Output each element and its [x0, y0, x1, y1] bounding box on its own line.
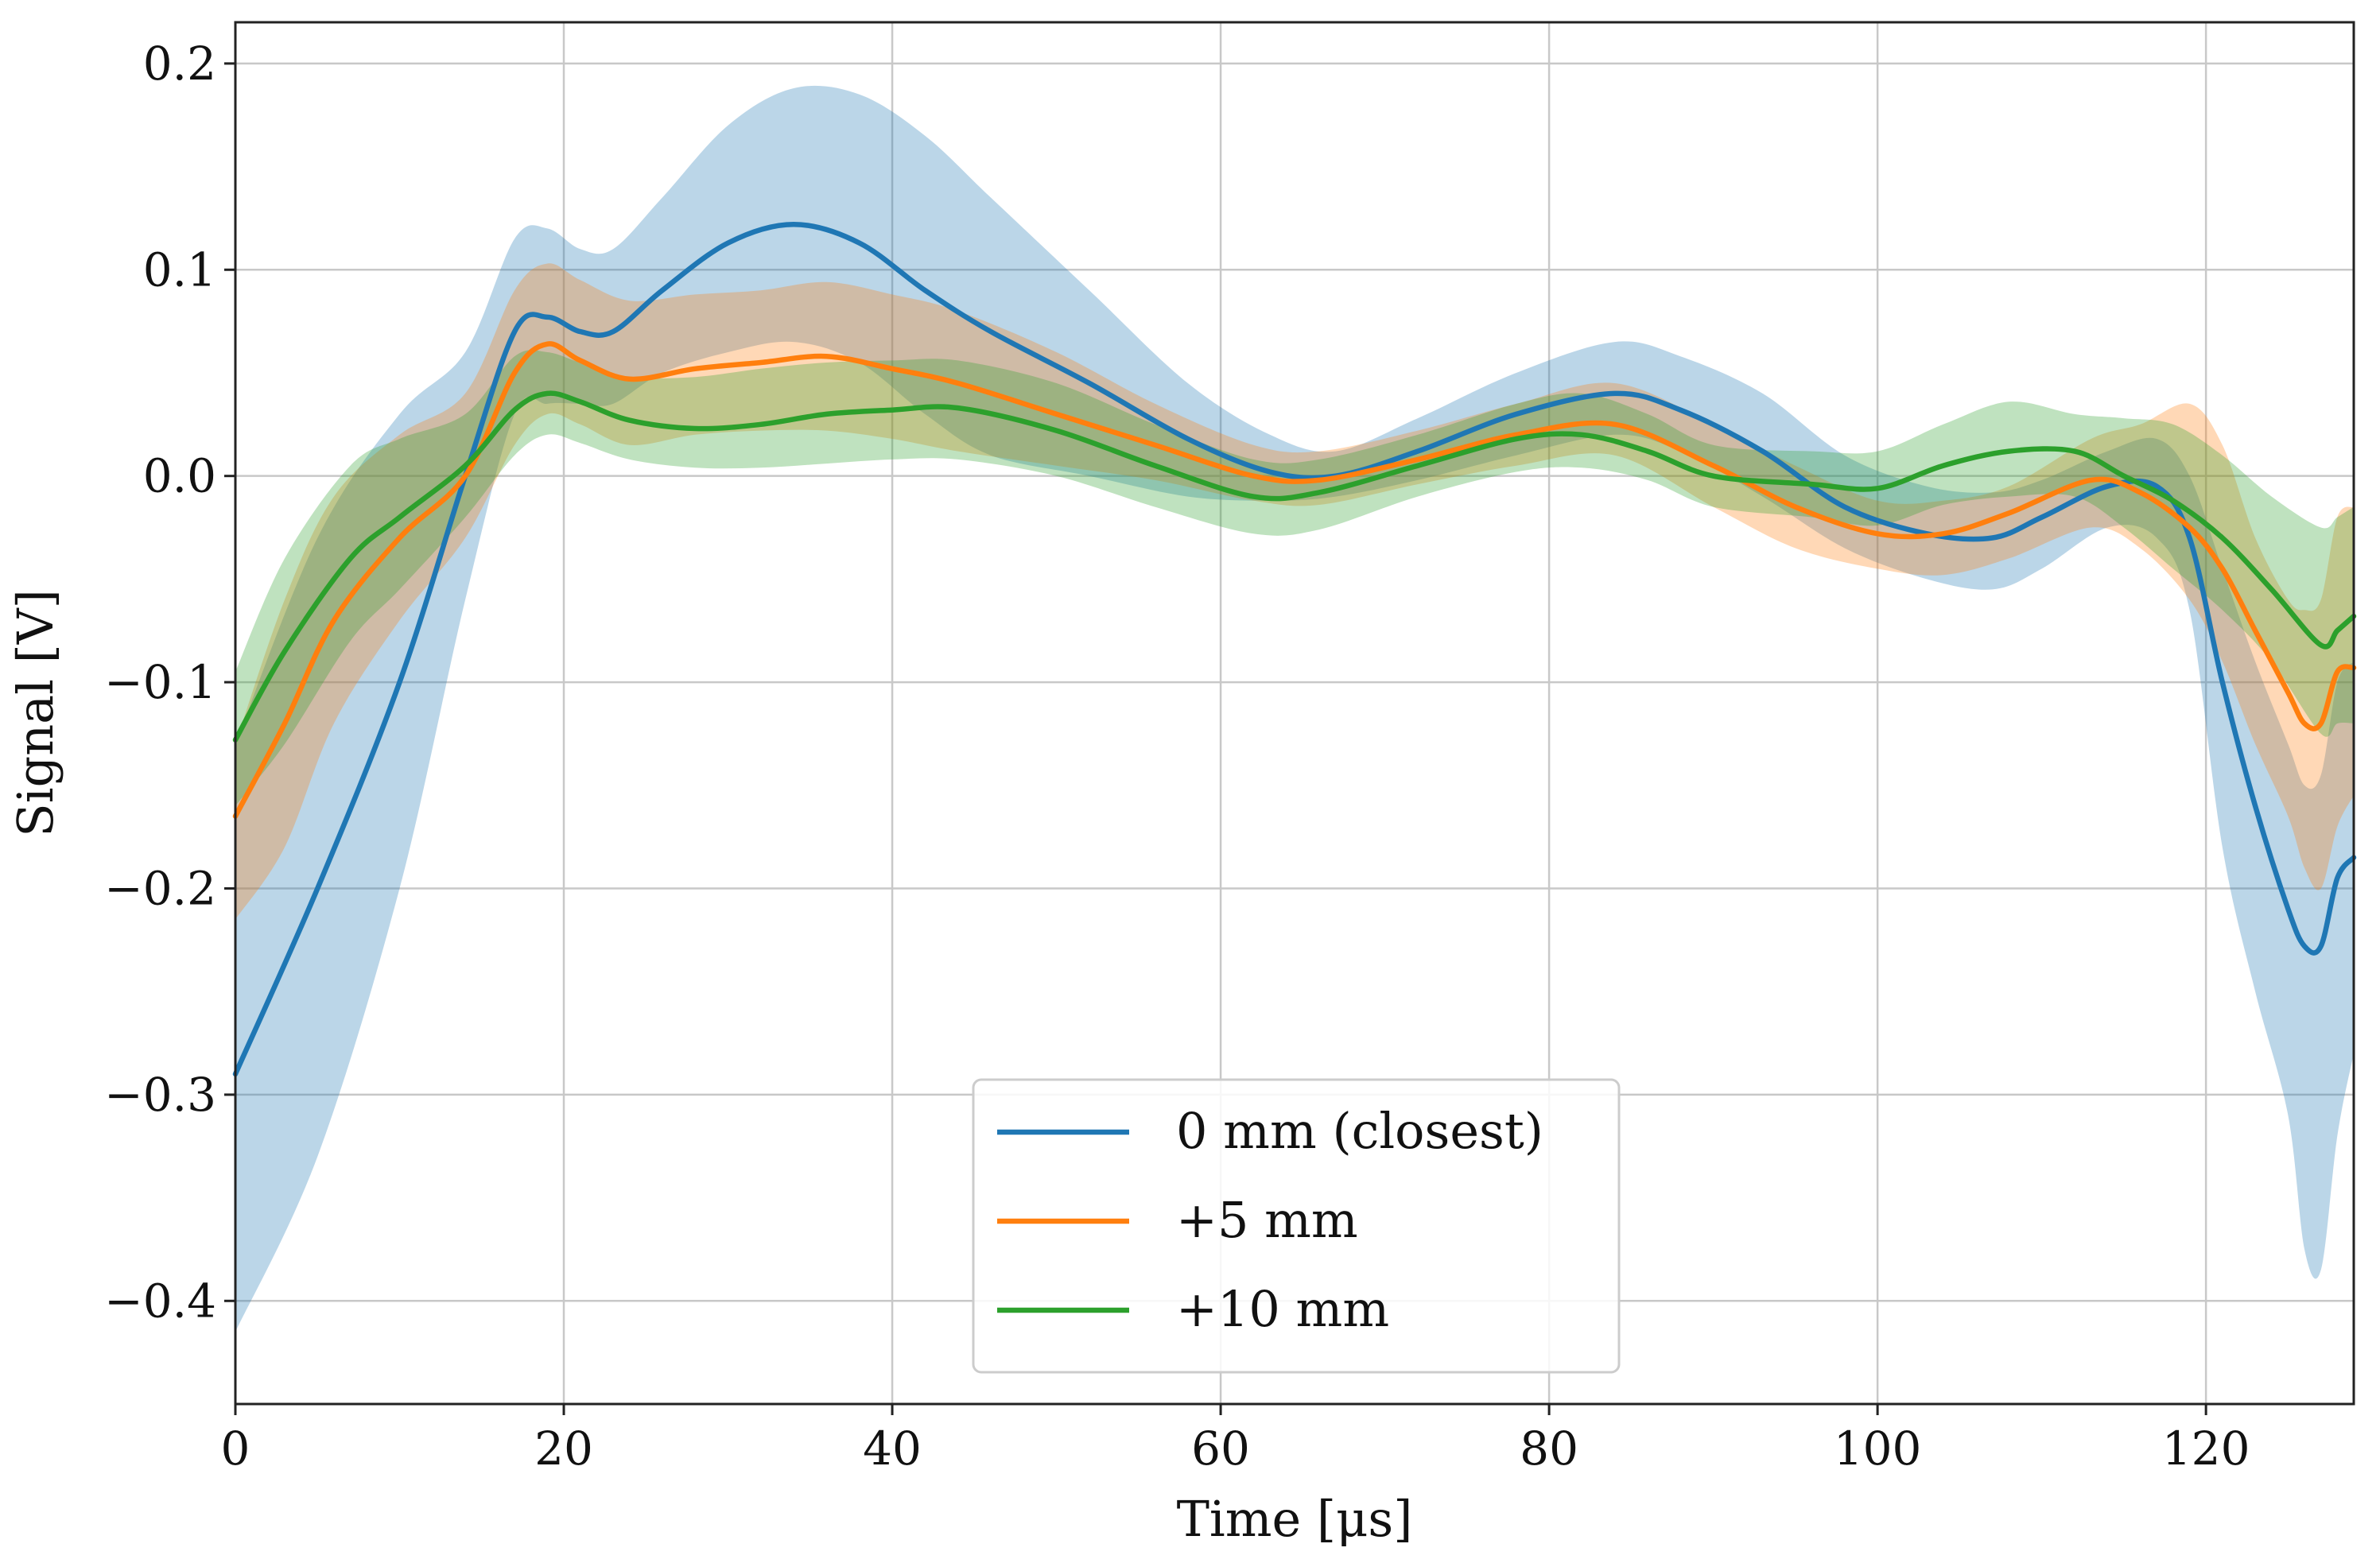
y-tick-label-1: 0.1 — [143, 242, 216, 297]
series-lines — [232, 221, 2357, 1077]
axis-ticks: 0 20 40 60 80 100 120 0.2 0.1 0.0 −0.1 −0.2 −0.3 −0.4 — [104, 37, 2250, 1476]
y-tick-label-0: 0.2 — [143, 37, 216, 91]
y-tick-label-2: 0.0 — [143, 449, 216, 503]
x-tick-label-1: 20 — [534, 1422, 593, 1476]
legend-label-2: +10 mm — [1176, 1280, 1389, 1338]
band-series-1 — [235, 263, 2354, 920]
legend-label-0: 0 mm (closest) — [1176, 1102, 1543, 1160]
x-tick-label-4: 80 — [1520, 1422, 1578, 1476]
band-series-2 — [235, 350, 2354, 806]
confidence-bands — [235, 85, 2354, 1332]
y-tick-label-3: −0.1 — [104, 655, 216, 709]
y-axis-label: Signal [V] — [6, 589, 64, 837]
y-tick-label-5: −0.3 — [104, 1068, 216, 1122]
line-series-2 — [232, 390, 2357, 743]
legend-label-1: +5 mm — [1176, 1191, 1358, 1249]
x-axis-label: Time [μs] — [1177, 1490, 1413, 1548]
x-tick-label-3: 60 — [1191, 1422, 1250, 1476]
x-tick-label-0: 0 — [221, 1422, 250, 1476]
x-tick-label-6: 120 — [2162, 1422, 2250, 1476]
x-tick-label-5: 100 — [1834, 1422, 1922, 1476]
legend-box — [972, 1078, 1621, 1374]
x-tick-label-2: 40 — [863, 1422, 922, 1476]
legend: 0 mm (closest) +5 mm +10 mm — [972, 1078, 1621, 1374]
line-series-1 — [232, 341, 2357, 819]
plot-frame — [234, 21, 2355, 1406]
y-tick-label-4: −0.2 — [104, 861, 216, 915]
y-tick-label-6: −0.4 — [104, 1274, 216, 1328]
